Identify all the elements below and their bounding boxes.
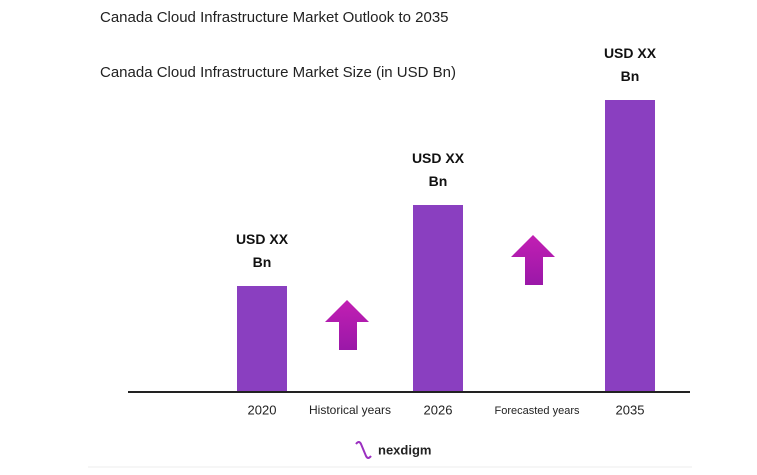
value-label: USD XX Bn [411, 150, 465, 189]
value-label: USD XX Bn [603, 45, 657, 84]
value-label: USD XX Bn [235, 231, 289, 270]
x-tick-label: 2035 [616, 402, 645, 417]
annotation: Historical years [309, 403, 391, 417]
bar [413, 205, 463, 391]
annotation: Forecasted years [495, 405, 580, 417]
chart-subtitle: Canada Cloud Infrastructure Market Size … [100, 64, 456, 81]
arrow-up [325, 300, 369, 350]
logo: nexdigm [378, 442, 431, 457]
x-tick-label: 2020 [248, 402, 277, 417]
logo-icon [355, 441, 372, 459]
chart-title: Canada Cloud Infrastructure Market Outlo… [100, 9, 449, 26]
bar [605, 100, 655, 391]
arrow-up [511, 235, 555, 285]
bar [237, 286, 287, 391]
x-tick-label: 2026 [424, 402, 453, 417]
